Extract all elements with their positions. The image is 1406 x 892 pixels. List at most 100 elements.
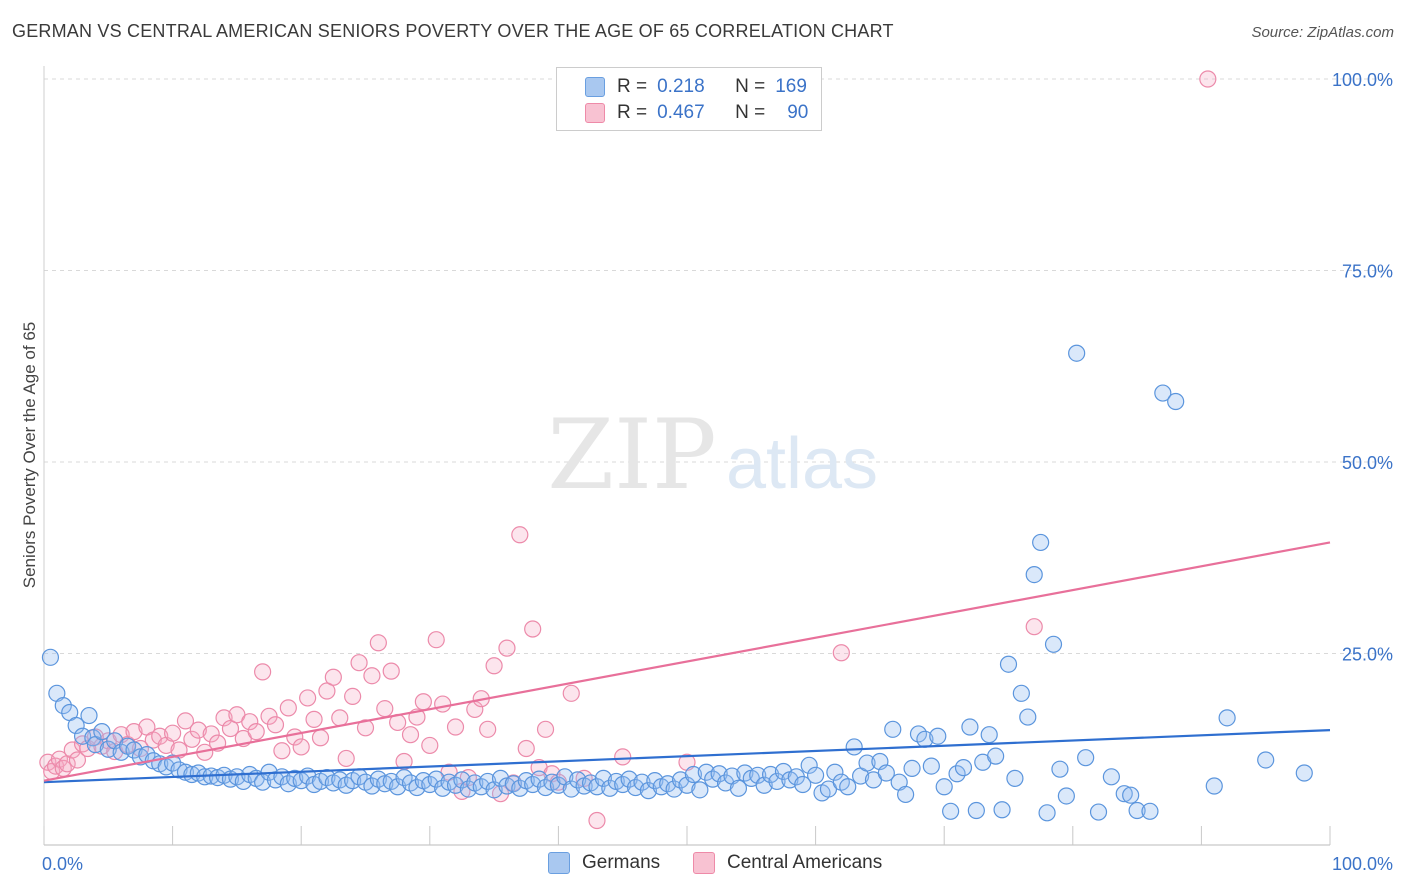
data-point [1032, 533, 1050, 552]
data-point [1077, 749, 1095, 767]
data-point [485, 657, 503, 675]
data-point [697, 763, 715, 781]
data-point [344, 687, 362, 705]
legend-n-value: 90 [787, 102, 809, 123]
data-point [594, 769, 613, 787]
data-point [84, 729, 102, 747]
data-point [241, 713, 259, 731]
data-point [826, 763, 844, 781]
data-point [897, 785, 915, 804]
data-point [961, 718, 979, 736]
data-point [922, 757, 940, 775]
data-point [176, 712, 195, 730]
data-point [691, 781, 709, 799]
data-point [202, 725, 220, 743]
data-point [1102, 768, 1120, 786]
data-point [434, 695, 452, 713]
data-point [1012, 684, 1030, 702]
legend-swatch-central-americans [693, 852, 715, 874]
data-point [479, 720, 497, 738]
legend-label-central-americans: Central Americans [727, 852, 883, 873]
data-point [459, 780, 477, 798]
data-point [569, 771, 587, 789]
legend-r-value: 0.218 [657, 76, 705, 97]
x-tick-label: 100.0% [1332, 854, 1393, 874]
data-point [987, 747, 1005, 765]
y-axis-label: Seniors Poverty Over the Age of 65 [20, 321, 39, 589]
data-point [839, 778, 857, 796]
data-point [80, 706, 98, 725]
data-point [299, 689, 317, 707]
data-point [1044, 635, 1063, 653]
axes [43, 66, 1331, 846]
legend-r-label: R = [617, 102, 648, 123]
data-point [639, 782, 658, 800]
data-point [414, 693, 432, 711]
data-point [511, 526, 529, 544]
data-point [183, 730, 201, 748]
data-point [1051, 760, 1069, 778]
data-point [903, 759, 921, 778]
data-point [337, 749, 355, 768]
data-point [858, 754, 876, 772]
data-point [363, 777, 381, 795]
data-point [999, 655, 1018, 673]
data-point [588, 811, 606, 830]
data-point [935, 778, 953, 796]
data-point [1218, 709, 1236, 727]
data-point [434, 779, 452, 797]
data-point [356, 719, 375, 737]
data-point [929, 727, 947, 745]
data-point [54, 696, 72, 715]
watermark: ZIP atlas [547, 399, 878, 511]
legend-row-germans: R = 0.218 N = 169 [585, 75, 807, 99]
data-point [1006, 769, 1024, 787]
data-point [1141, 802, 1159, 820]
data-point [1154, 384, 1172, 402]
legend-r-label: R = [617, 76, 648, 97]
data-point [1167, 392, 1185, 411]
watermark-zip: ZIP [547, 399, 716, 511]
data-point [884, 720, 902, 738]
data-point [247, 723, 265, 741]
data-point [331, 709, 349, 727]
data-point [768, 772, 786, 791]
data-point [189, 721, 207, 739]
data-point [318, 682, 336, 700]
data-point [729, 779, 748, 797]
legend-swatch-germans [585, 77, 605, 97]
data-point [125, 723, 143, 741]
data-point [382, 662, 400, 680]
data-point [1019, 708, 1037, 726]
data-point [1257, 751, 1275, 769]
data-point [684, 765, 703, 784]
x-tick-label: 0.0% [42, 854, 83, 874]
data-point [710, 765, 728, 783]
data-point [832, 644, 850, 662]
legend-item-central-americans[interactable]: Central Americans [693, 852, 882, 874]
central-americans-trend-line [43, 541, 1331, 782]
legend-row-central-americans: R = 0.467 N = 90 [585, 101, 808, 125]
legend-item-germans[interactable]: Germans [548, 852, 660, 874]
data-point [1038, 804, 1056, 822]
data-point [389, 778, 407, 796]
chart-title: GERMAN VS CENTRAL AMERICAN SENIORS POVER… [12, 21, 894, 41]
data-point [1025, 566, 1043, 584]
data-point [311, 729, 330, 747]
data-point [67, 716, 85, 735]
data-point [427, 631, 445, 649]
data-point [498, 639, 516, 657]
data-point [151, 727, 169, 745]
data-point [1199, 70, 1217, 88]
data-point [1128, 801, 1146, 820]
data-point [1295, 764, 1313, 782]
data-point [665, 780, 683, 798]
legend-n-label: N = [735, 102, 766, 123]
data-point [948, 765, 966, 783]
data-point [363, 667, 381, 685]
data-point [93, 723, 111, 741]
data-point [794, 775, 812, 794]
data-point [273, 742, 291, 760]
data-point [408, 778, 426, 797]
